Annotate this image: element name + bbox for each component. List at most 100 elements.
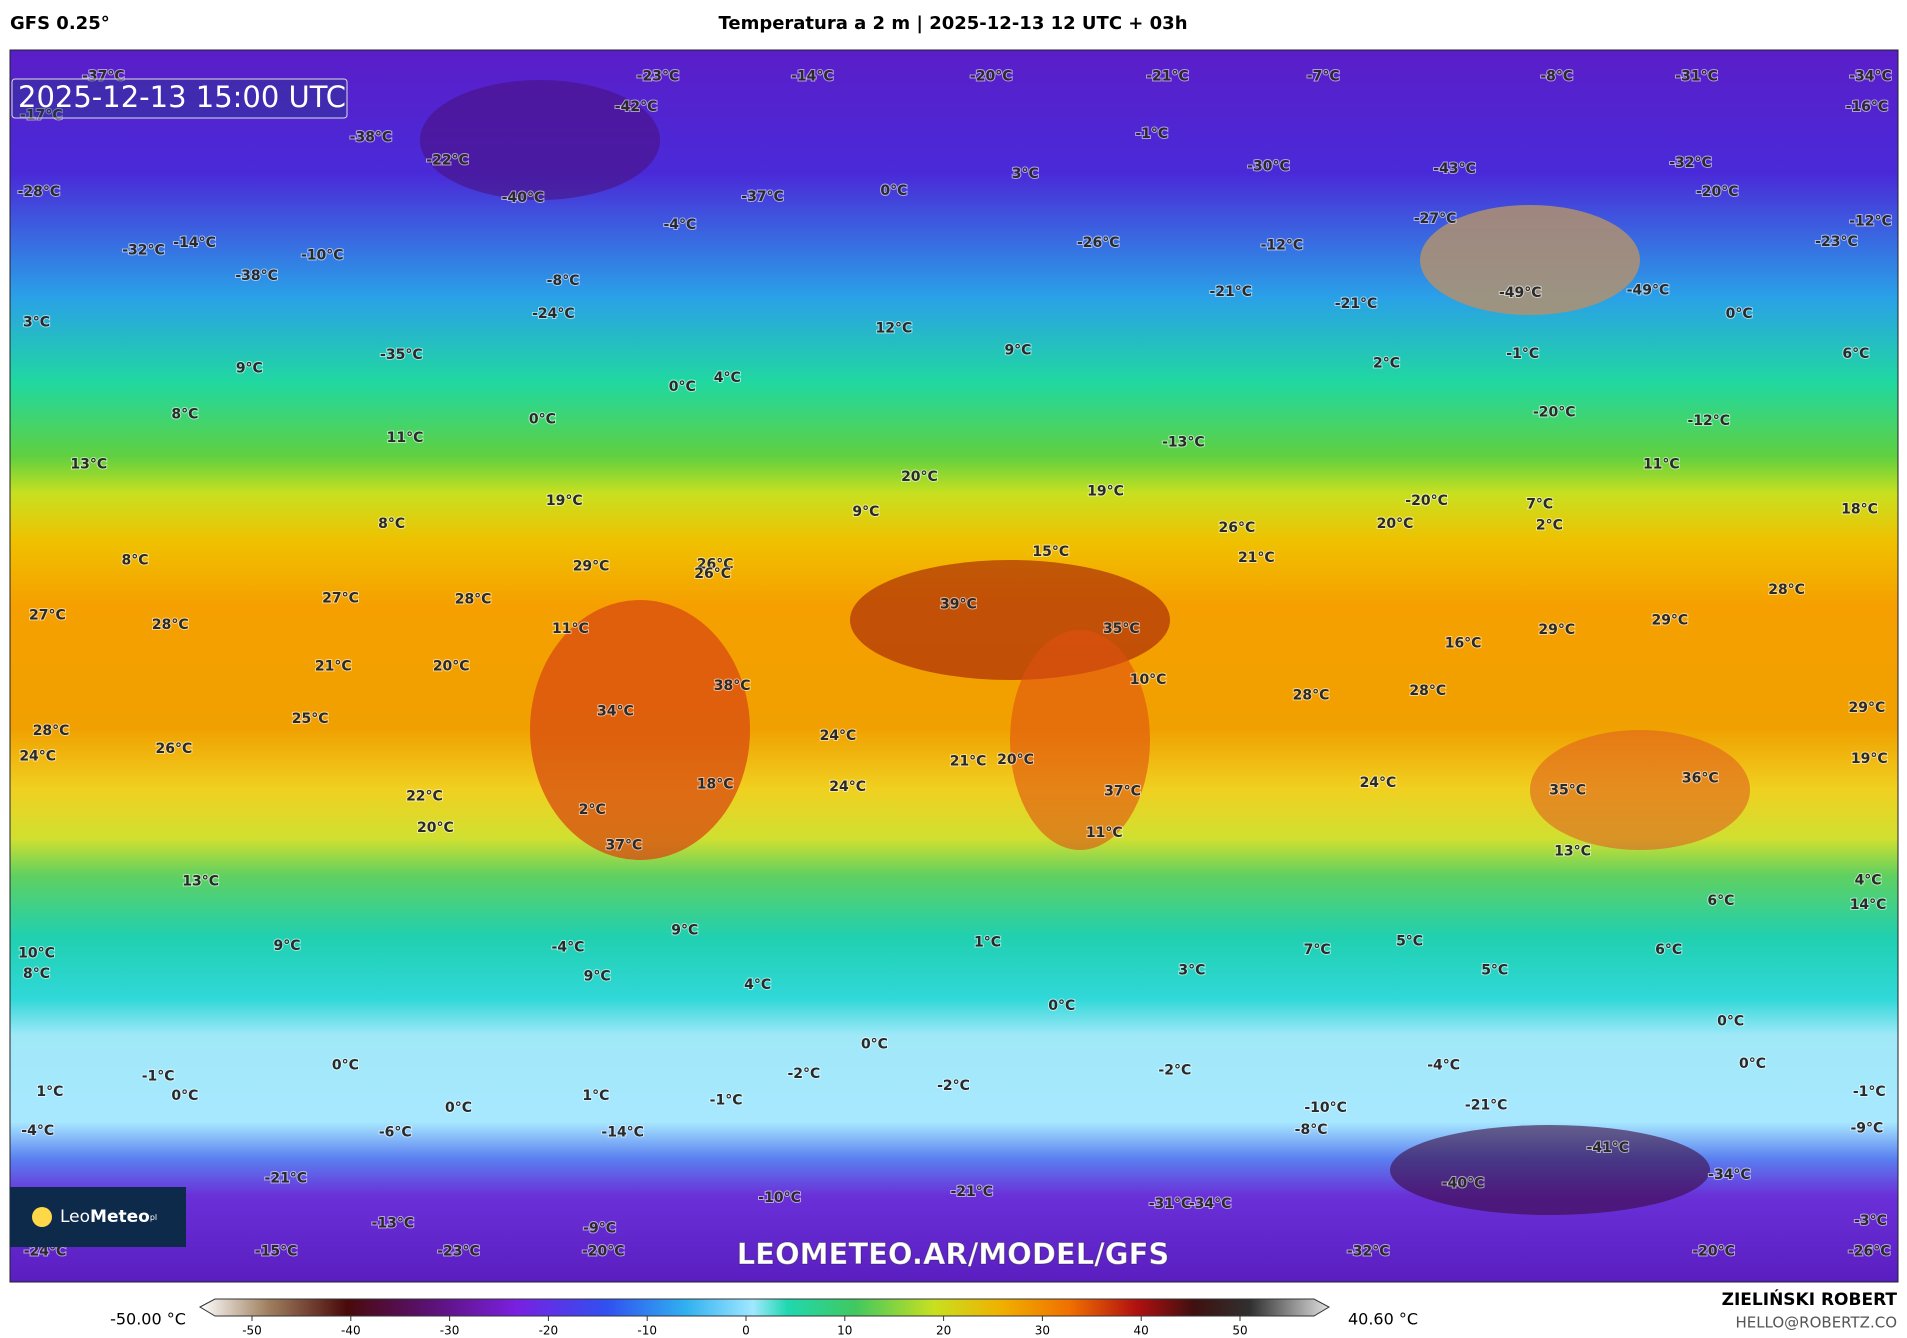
temperature-label: 28°C [1293, 688, 1330, 704]
colorbar-tick-label: -20 [539, 1324, 559, 1338]
temperature-label: 29°C [1651, 612, 1688, 628]
temperature-label: 37°C [1104, 784, 1141, 800]
temperature-label: -32°C [1669, 155, 1712, 171]
temperature-label: -21°C [265, 1170, 308, 1186]
temperature-label: -37°C [82, 69, 125, 85]
temperature-label: -40°C [1442, 1175, 1485, 1191]
temperature-label: -21°C [1465, 1098, 1508, 1114]
temperature-label: -16°C [1846, 99, 1889, 115]
temperature-label: 8°C [378, 516, 405, 532]
colorbar-tick-label: 0 [742, 1324, 750, 1338]
temperature-label: -4°C [1427, 1057, 1460, 1073]
temperature-label: -4°C [21, 1123, 54, 1139]
temperature-label: 26°C [1218, 520, 1255, 536]
temperature-label: -9°C [1850, 1121, 1883, 1137]
temperature-label: 7°C [1304, 942, 1331, 958]
temperature-label: -1°C [1506, 346, 1539, 362]
temperature-label: 3°C [1012, 166, 1039, 182]
temperature-label: 5°C [1481, 963, 1508, 979]
temperature-label: -43°C [1433, 161, 1476, 177]
temperature-label: 3°C [23, 314, 50, 330]
temperature-label: 19°C [546, 493, 583, 509]
temperature-label: -3°C [1854, 1213, 1887, 1229]
temperature-label: -12°C [1261, 238, 1304, 254]
temperature-label: -20°C [970, 69, 1013, 85]
temperature-label: -21°C [1335, 296, 1378, 312]
temperature-label: 8°C [121, 553, 148, 569]
colorbar-tick-label: -30 [440, 1324, 460, 1338]
temperature-label: 21°C [1238, 550, 1275, 566]
temperature-label: 26°C [156, 741, 193, 757]
temperature-label: 28°C [1768, 582, 1805, 598]
temperature-label: 22°C [406, 789, 443, 805]
temperature-label: 20°C [997, 752, 1034, 768]
temperature-label: 24°C [19, 748, 56, 764]
temperature-label: -14°C [791, 69, 834, 85]
temperature-label: 0°C [1048, 998, 1075, 1014]
temperature-label: 1°C [582, 1088, 609, 1104]
temperature-label: 28°C [455, 592, 492, 608]
temperature-label: -37°C [741, 189, 784, 205]
temperature-label: 4°C [1855, 873, 1882, 889]
author-name: ZIELIŃSKI ROBERT [1722, 1288, 1898, 1310]
colorbar-tick-label: 40 [1134, 1324, 1149, 1338]
temperature-label: 9°C [236, 361, 263, 377]
colorbar-tick-label: 10 [837, 1324, 852, 1338]
colorbar-tick-label: -10 [637, 1324, 657, 1338]
colorbar: -50.00 °C 40.60 °C -50 -40 -30 -20 -10 0 10 20 3… [110, 1298, 1418, 1338]
temperature-label: -10°C [1304, 1100, 1347, 1116]
temperature-label: -13°C [1162, 435, 1205, 451]
temperature-label: 9°C [852, 504, 879, 520]
temperature-label: -21°C [1146, 69, 1189, 85]
colorbar-tick-label: 20 [936, 1324, 951, 1338]
temperature-label: -22°C [426, 153, 469, 169]
temperature-label: 2°C [1536, 517, 1563, 533]
temperature-label: -42°C [615, 99, 658, 115]
temperature-label: -23°C [1815, 234, 1858, 250]
temperature-label: -14°C [601, 1124, 644, 1140]
temperature-label: 19°C [1087, 483, 1124, 499]
temperature-label: -1°C [142, 1068, 175, 1084]
temperature-label: 29°C [1848, 700, 1885, 716]
author-email: HELLO@ROBERTZ.CO [1735, 1314, 1897, 1332]
temperature-label: 21°C [315, 658, 352, 674]
temperature-label: -12°C [1687, 413, 1730, 429]
temperature-label: 0°C [1726, 306, 1753, 322]
temperature-label: -21°C [950, 1184, 993, 1200]
temperature-label: -13°C [372, 1215, 415, 1231]
temperature-label: 27°C [322, 590, 359, 606]
temperature-label: -23°C [637, 69, 680, 85]
temperature-label: -20°C [1405, 493, 1448, 509]
temperature-label: -21°C [1210, 284, 1253, 300]
temperature-label: 20°C [433, 658, 470, 674]
temperature-label: -30°C [1247, 159, 1290, 175]
temperature-label: 0°C [171, 1088, 198, 1104]
temperature-label: 0°C [861, 1037, 888, 1053]
temperature-label: -34°C [1849, 69, 1892, 85]
temperature-label: 5°C [1396, 933, 1423, 949]
temperature-label: -12°C [1849, 213, 1892, 229]
temperature-label: 21°C [950, 753, 987, 769]
colorbar-max: 40.60 °C [1348, 1310, 1418, 1329]
map [9, 49, 1899, 1283]
temperature-label: 13°C [70, 457, 107, 473]
temperature-label: -8°C [1540, 69, 1573, 85]
colorbar-min: -50.00 °C [110, 1310, 186, 1329]
temperature-label: 0°C [1717, 1014, 1744, 1030]
temperature-label: -27°C [1414, 211, 1457, 227]
temperature-label: -32°C [1347, 1243, 1390, 1259]
temperature-label: -34°C [1189, 1196, 1232, 1212]
temperature-label: -10°C [301, 247, 344, 263]
temperature-label: 3°C [1178, 963, 1205, 979]
temperature-label: 11°C [1086, 825, 1123, 841]
temperature-label: 13°C [182, 874, 219, 890]
temperature-label: -20°C [582, 1243, 625, 1259]
temperature-label: 8°C [171, 407, 198, 423]
temperature-label: -32°C [122, 243, 165, 259]
temperature-labels: -23°C -14°C -20°C -21°C -7°C -8°C -31°C -34°C-1… [17, 68, 1893, 1261]
temperature-label: -28°C [18, 184, 61, 200]
temperature-label: 28°C [33, 723, 70, 739]
temperature-label: 11°C [552, 621, 589, 637]
temperature-label: 35°C [1103, 621, 1140, 637]
